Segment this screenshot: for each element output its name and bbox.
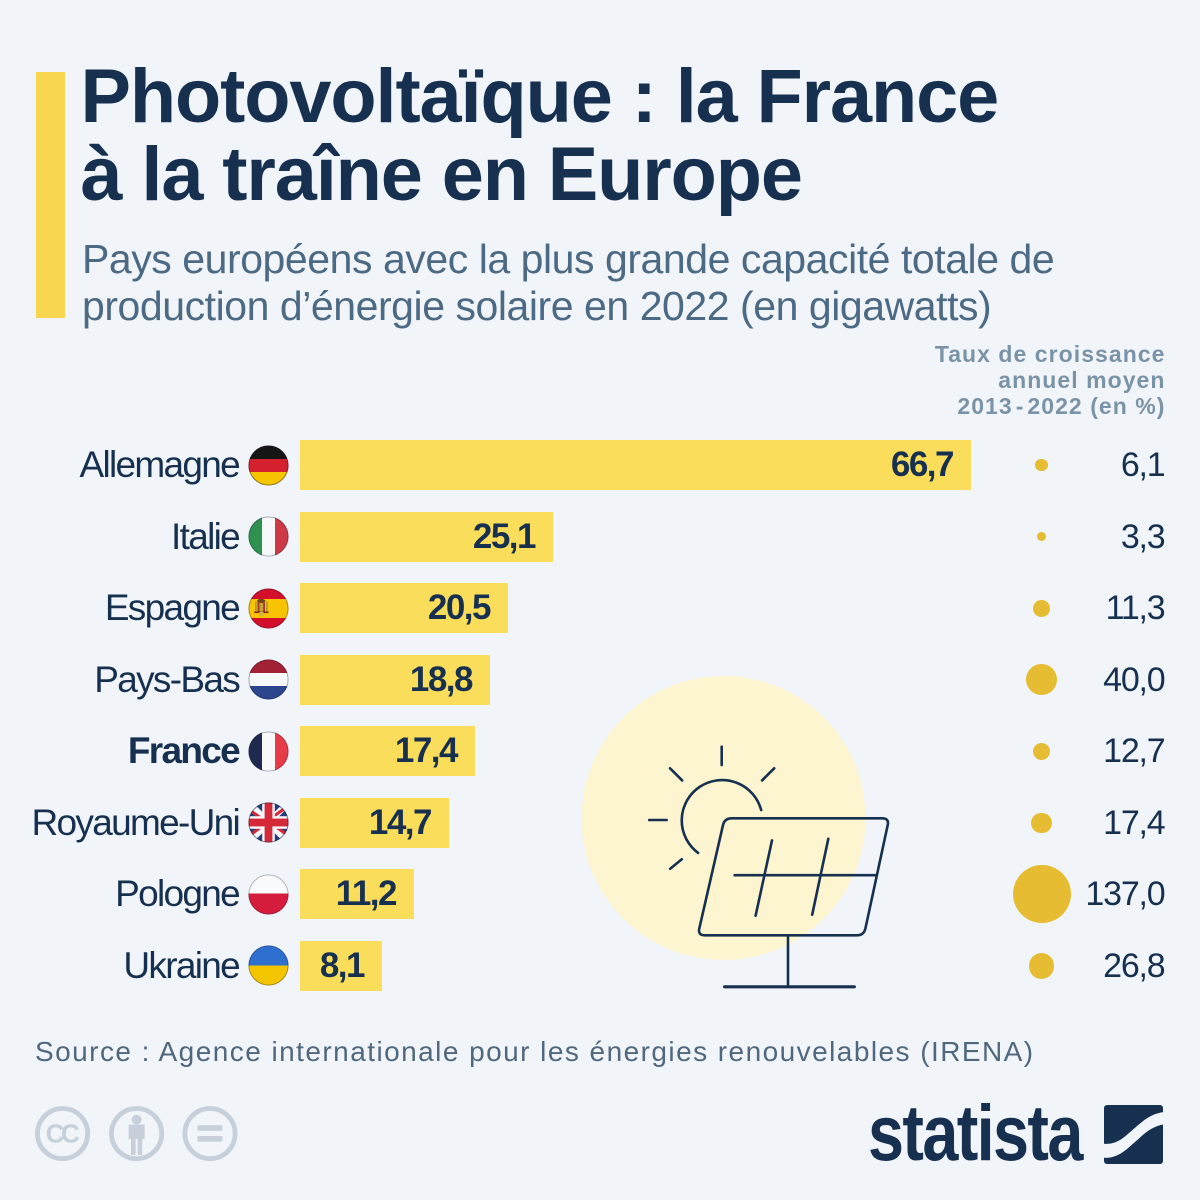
svg-text:CC: CC: [46, 1119, 80, 1149]
